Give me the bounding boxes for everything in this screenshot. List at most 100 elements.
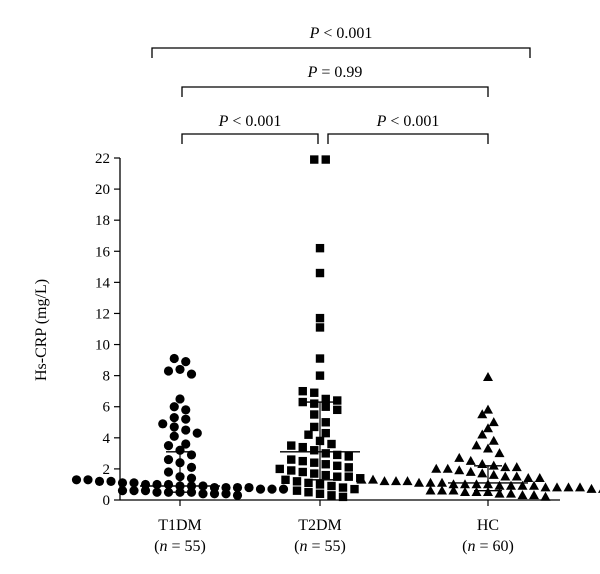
t1dm-point (169, 422, 179, 432)
t2dm-point (298, 456, 307, 466)
t2dm-point (350, 484, 359, 494)
hc-point (368, 474, 378, 484)
t2dm-point (287, 455, 296, 464)
t2dm-point (310, 469, 319, 478)
t1dm-point (140, 486, 151, 496)
hc-point (540, 491, 551, 501)
comparison-p-value: P < 0.001 (218, 113, 282, 130)
x-category-label: T2DM (298, 517, 342, 534)
hc-point (529, 480, 539, 490)
t1dm-point (163, 454, 174, 465)
hc-point (460, 487, 470, 497)
hc-point (437, 485, 447, 495)
t2dm-point (298, 386, 307, 396)
hc-point (483, 423, 493, 433)
comparison-bracket (181, 133, 319, 144)
hc-point (500, 471, 511, 481)
y-tick-label: 2 (103, 462, 111, 478)
t2dm-point (310, 410, 319, 419)
t2dm-point (310, 155, 319, 164)
t1dm-point (163, 366, 174, 376)
t1dm-point (152, 479, 162, 490)
hc-point (488, 417, 499, 427)
t1dm-point (175, 394, 185, 404)
hc-point (483, 371, 493, 381)
hc-point (488, 435, 499, 445)
y-tick-label: 14 (95, 275, 111, 291)
hc-point (488, 469, 499, 479)
t1dm-point (181, 425, 191, 435)
t1dm-point (169, 353, 179, 364)
t1dm-point (186, 369, 197, 379)
hc-point (483, 487, 493, 497)
t1dm-point (106, 476, 116, 486)
t2dm-point (275, 464, 284, 474)
t1dm-point (186, 450, 197, 460)
t2dm-point (310, 446, 319, 455)
t2dm-point (333, 396, 342, 405)
hc-point (506, 488, 516, 498)
t2dm-point (321, 449, 330, 458)
t1dm-point (169, 402, 179, 412)
t1dm-point (175, 445, 185, 455)
hc-point (483, 404, 493, 414)
hc-point (477, 429, 488, 439)
hc-point (425, 485, 436, 495)
hc-point (425, 477, 436, 487)
t2dm-point (321, 155, 330, 164)
comparison-bracket (181, 86, 489, 97)
t1dm-point (158, 419, 168, 429)
t2dm-point (333, 472, 342, 481)
t1dm-point (152, 487, 162, 497)
t2dm-point (304, 488, 313, 497)
hc-point (529, 490, 539, 500)
hc-point (477, 459, 488, 469)
t1dm-point (169, 431, 179, 441)
hc-point (517, 480, 528, 490)
t2dm-point (333, 405, 342, 415)
hc-point (494, 488, 505, 498)
t2dm-point (292, 477, 302, 486)
t2dm-point (321, 402, 330, 411)
hc-point (483, 443, 493, 453)
y-tick-label: 4 (103, 431, 111, 447)
t2dm-point (281, 475, 290, 484)
hc-point (471, 440, 482, 450)
t1dm-point (186, 462, 197, 472)
t1dm-point (267, 484, 277, 494)
y-axis-label: Hs-CRP (mg/L) (33, 279, 50, 381)
t1dm-point (181, 405, 191, 415)
y-tick-label: 20 (95, 182, 110, 198)
hc-point (500, 462, 511, 472)
hc-point (431, 463, 442, 473)
y-tick-label: 10 (95, 338, 110, 354)
t1dm-point (83, 475, 93, 485)
hc-point (356, 474, 367, 484)
t2dm-point (338, 492, 348, 502)
t2dm-point (338, 483, 348, 492)
t1dm-point (221, 489, 231, 499)
hc-point (442, 463, 453, 473)
x-category-label: HC (477, 517, 499, 534)
t2dm-point (292, 486, 302, 495)
hc-point (460, 479, 470, 489)
t2dm-point (298, 467, 307, 477)
hc-point (471, 487, 482, 497)
t2dm-point (315, 354, 325, 363)
t2dm-point (315, 243, 325, 253)
significance-brackets: P < 0.001 P = 0.99 P < 0.001 P < 0.001 (151, 25, 531, 144)
y-tick-label: 18 (95, 213, 110, 229)
t2dm-point (304, 430, 313, 439)
t1dm-point (129, 478, 139, 488)
t1dm-point (181, 357, 191, 367)
hc-point (454, 465, 465, 475)
t2dm-point (315, 268, 325, 278)
t2dm-point (310, 388, 319, 397)
t2dm-point (344, 472, 353, 481)
t1dm-point (255, 484, 266, 494)
comparison-bracket (327, 133, 489, 144)
t2dm-point (298, 397, 307, 407)
x-category-n-label: (n = 55) (154, 538, 206, 555)
t1dm-point (163, 467, 174, 477)
